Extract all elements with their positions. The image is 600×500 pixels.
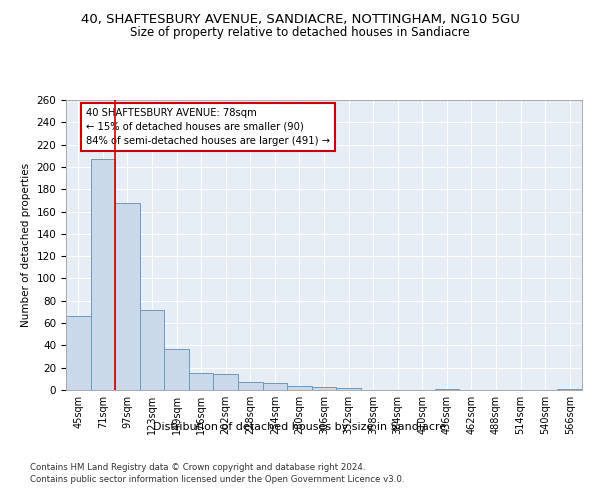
Bar (434, 389, 459, 390)
Bar (91, 159, 115, 390)
Text: Size of property relative to detached houses in Sandiacre: Size of property relative to detached ho… (130, 26, 470, 39)
Bar (336, 388, 361, 390)
Text: Distribution of detached houses by size in Sandiacre: Distribution of detached houses by size … (154, 422, 446, 432)
Bar (214, 374, 238, 390)
Y-axis label: Number of detached properties: Number of detached properties (21, 163, 31, 327)
Text: 40 SHAFTESBURY AVENUE: 78sqm
← 15% of detached houses are smaller (90)
84% of se: 40 SHAFTESBURY AVENUE: 78sqm ← 15% of de… (86, 108, 329, 146)
Bar (238, 382, 263, 390)
Bar (140, 310, 164, 390)
Bar (189, 374, 214, 390)
Text: Contains HM Land Registry data © Crown copyright and database right 2024.: Contains HM Land Registry data © Crown c… (30, 462, 365, 471)
Bar (164, 348, 189, 390)
Bar (66, 316, 91, 390)
Bar (557, 389, 582, 390)
Text: 40, SHAFTESBURY AVENUE, SANDIACRE, NOTTINGHAM, NG10 5GU: 40, SHAFTESBURY AVENUE, SANDIACRE, NOTTI… (80, 12, 520, 26)
Bar (115, 202, 140, 390)
Text: Contains public sector information licensed under the Open Government Licence v3: Contains public sector information licen… (30, 475, 404, 484)
Bar (263, 384, 287, 390)
Bar (287, 386, 312, 390)
Bar (312, 386, 336, 390)
